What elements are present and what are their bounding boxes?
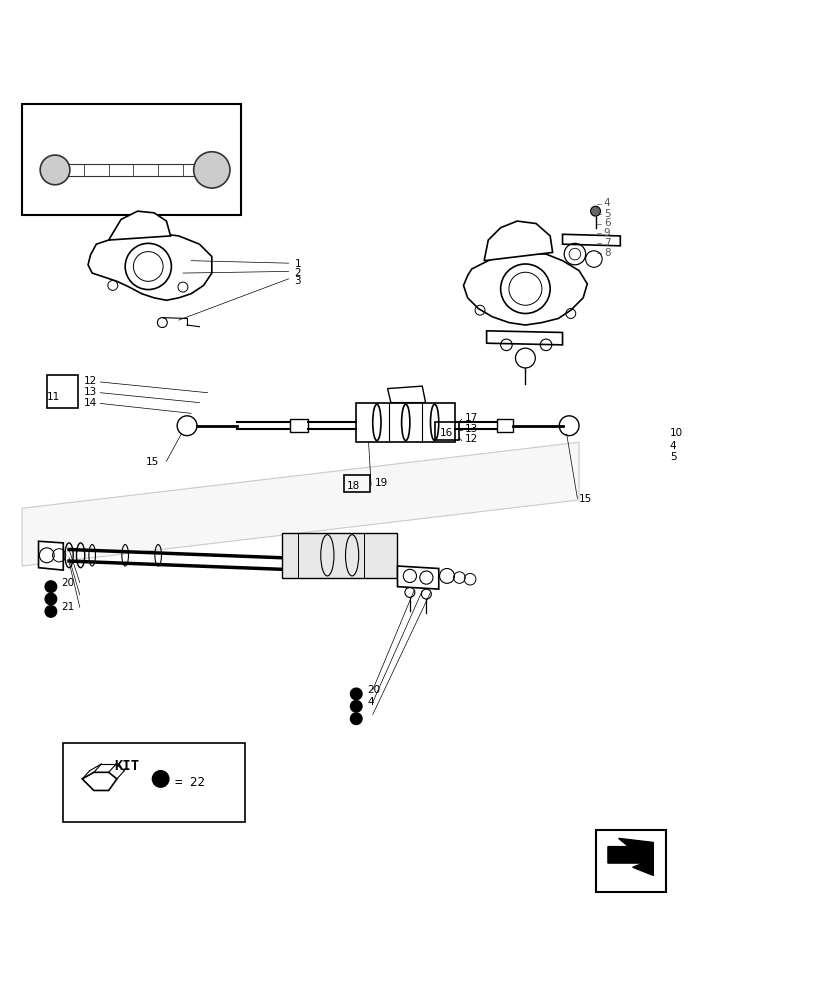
Bar: [46, 375, 78, 408]
Text: 4: 4: [669, 441, 676, 451]
Bar: [282, 533, 397, 578]
Circle shape: [350, 713, 361, 724]
Bar: [356, 403, 455, 442]
Polygon shape: [486, 331, 562, 345]
Text: 4: 4: [603, 198, 609, 208]
Text: 5: 5: [603, 209, 609, 219]
Text: 15: 15: [578, 494, 591, 504]
Circle shape: [194, 152, 230, 188]
Text: 16: 16: [439, 428, 452, 438]
Text: 15: 15: [146, 457, 159, 467]
Text: 19: 19: [374, 478, 387, 488]
Polygon shape: [484, 221, 552, 261]
Polygon shape: [463, 252, 586, 325]
Text: 1: 1: [294, 259, 300, 269]
Circle shape: [45, 606, 56, 617]
Polygon shape: [22, 442, 578, 566]
Text: 17: 17: [465, 413, 478, 423]
Polygon shape: [607, 838, 653, 875]
Circle shape: [41, 155, 69, 185]
Text: KIT: KIT: [114, 759, 139, 773]
Text: 13: 13: [84, 387, 97, 397]
Bar: [595, 830, 665, 892]
Text: 5: 5: [669, 452, 676, 462]
Polygon shape: [387, 386, 425, 403]
Text: 20: 20: [61, 578, 74, 588]
Text: 21: 21: [61, 602, 74, 612]
Polygon shape: [562, 234, 619, 246]
Bar: [434, 422, 459, 440]
Text: 6: 6: [603, 218, 609, 228]
Circle shape: [45, 593, 56, 605]
Circle shape: [350, 701, 361, 712]
Text: 13: 13: [465, 424, 478, 434]
Circle shape: [152, 771, 169, 787]
Text: = 22: = 22: [174, 776, 204, 789]
Text: 2: 2: [294, 268, 300, 278]
Circle shape: [590, 206, 600, 216]
Text: 10: 10: [669, 428, 682, 438]
Bar: [22, 104, 241, 215]
Text: 9: 9: [603, 228, 609, 238]
Text: 3: 3: [294, 276, 300, 286]
Text: 4: 4: [366, 697, 373, 707]
Text: 14: 14: [84, 398, 97, 408]
Bar: [290, 419, 308, 432]
Bar: [343, 475, 370, 492]
Text: 12: 12: [84, 376, 97, 386]
Text: 8: 8: [603, 248, 609, 258]
Polygon shape: [82, 772, 117, 790]
Bar: [63, 743, 245, 822]
Polygon shape: [397, 566, 438, 589]
Polygon shape: [88, 232, 212, 300]
Text: 12: 12: [465, 434, 478, 444]
Text: 7: 7: [603, 238, 609, 248]
Circle shape: [350, 688, 361, 700]
Text: 11: 11: [46, 392, 60, 402]
Circle shape: [45, 581, 56, 592]
Text: 20: 20: [366, 685, 380, 695]
Polygon shape: [108, 211, 170, 240]
Text: 18: 18: [346, 481, 359, 491]
Polygon shape: [39, 541, 63, 570]
Bar: [496, 419, 513, 432]
